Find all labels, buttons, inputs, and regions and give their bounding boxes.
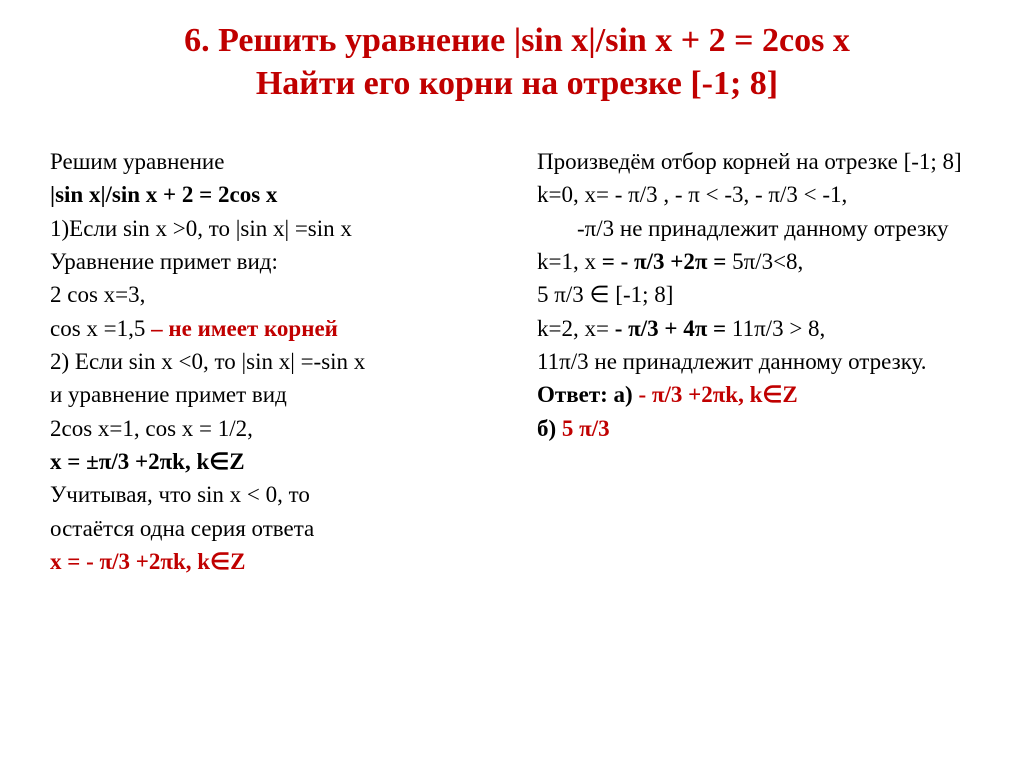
title-line-1: 6. Решить уравнение |sin x|/sin x + 2 = …	[184, 22, 850, 59]
text-span: k=1, x	[537, 249, 602, 274]
right-column: Произведём отбор корней на отрезке [-1; …	[537, 145, 984, 578]
text-span: 11π/3 > 8,	[732, 316, 825, 341]
text-line: Произведём отбор корней на отрезке [-1; …	[537, 145, 984, 178]
text-line: и уравнение примет вид	[50, 378, 497, 411]
bold-span: = - π/3 +2π =	[602, 249, 732, 274]
answer-series: x = - π/3 +2πk, k∈Z	[50, 545, 497, 578]
indented-line: -π/3 не принадлежит данному отрезку	[537, 212, 984, 245]
slide: 6. Решить уравнение |sin x|/sin x + 2 = …	[0, 0, 1024, 767]
left-column: Решим уравнение |sin x|/sin x + 2 = 2cos…	[50, 145, 497, 578]
text-line: 2cos x=1, cos x = 1/2,	[50, 412, 497, 445]
answer-b: 5 π/3	[562, 416, 610, 441]
answer-label-b: б)	[537, 416, 562, 441]
bold-span: - π/3 + 4π =	[615, 316, 732, 341]
title-line-2: Найти его корни на отрезке [-1; 8]	[256, 65, 778, 102]
text-line: 1)Если sin x >0, то |sin x| =sin x	[50, 212, 497, 245]
text-line: k=2, x= - π/3 + 4π = 11π/3 > 8,	[537, 312, 984, 345]
text-line: Решим уравнение	[50, 145, 497, 178]
text-line: k=1, x = - π/3 +2π = 5π/3<8,	[537, 245, 984, 278]
text-line: 5 π/3 ∈ [-1; 8]	[537, 278, 984, 311]
text-line: Учитывая, что sin x < 0, то	[50, 478, 497, 511]
text-line: k=0, x= - π/3 , - π < -3, - π/3 < -1,	[537, 178, 984, 211]
text-line: 2 cos x=3,	[50, 278, 497, 311]
text-span: 5π/3<8,	[732, 249, 803, 274]
content-columns: Решим уравнение |sin x|/sin x + 2 = 2cos…	[50, 145, 984, 578]
text-line: 11π/3 не принадлежит данному отрезку.	[537, 345, 984, 378]
answer-line: Ответ: а) - π/3 +2πk, k∈Z	[537, 378, 984, 411]
solution-bold: x = ±π/3 +2πk, k∈Z	[50, 445, 497, 478]
text-line: Уравнение примет вид:	[50, 245, 497, 278]
slide-title: 6. Решить уравнение |sin x|/sin x + 2 = …	[50, 20, 984, 105]
text-line: остаётся одна серия ответа	[50, 512, 497, 545]
text-line: cos x =1,5 – не имеет корней	[50, 312, 497, 345]
text-span: k=2, x=	[537, 316, 615, 341]
text-span: cos x =1,5	[50, 316, 151, 341]
answer-line: б) 5 π/3	[537, 412, 984, 445]
no-roots-span: – не имеет корней	[151, 316, 338, 341]
text-line: 2) Если sin x <0, то |sin x| =-sin x	[50, 345, 497, 378]
equation-bold: |sin x|/sin x + 2 = 2cos x	[50, 178, 497, 211]
answer-a: - π/3 +2πk, k∈Z	[638, 382, 797, 407]
answer-label: Ответ: а)	[537, 382, 638, 407]
